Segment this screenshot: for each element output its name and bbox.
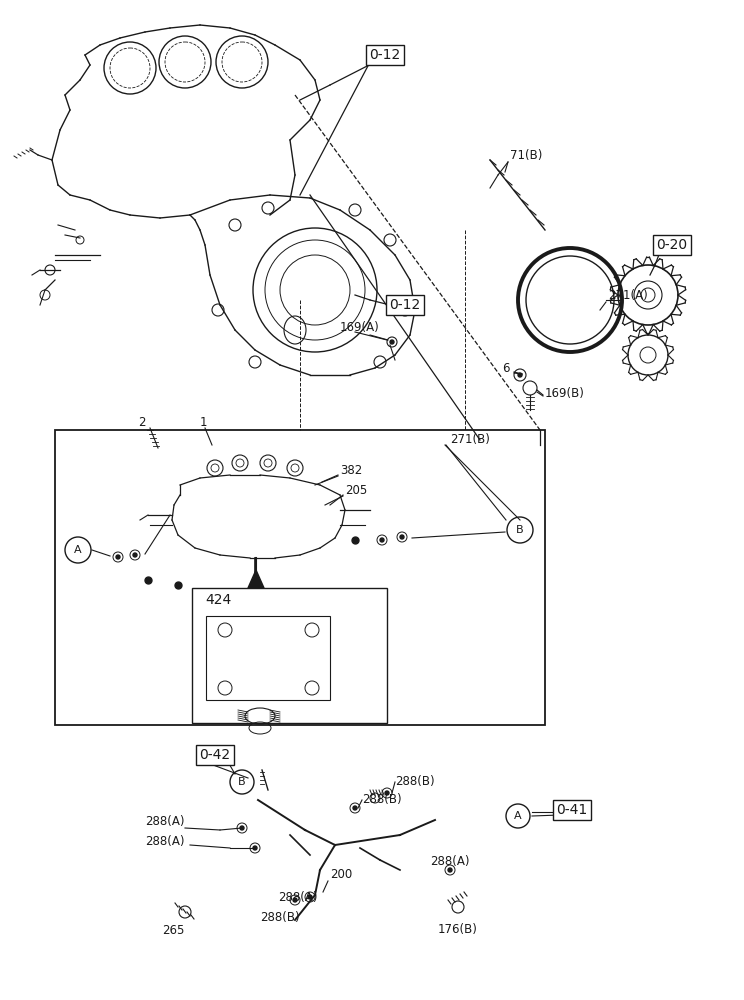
Circle shape	[400, 535, 404, 539]
Text: A: A	[514, 811, 522, 821]
Circle shape	[116, 555, 120, 559]
Text: 288(A): 288(A)	[430, 856, 469, 868]
Text: 271(A): 271(A)	[608, 288, 648, 302]
Text: 0-42: 0-42	[199, 748, 231, 762]
Text: A: A	[74, 545, 82, 555]
Text: 71(B): 71(B)	[510, 148, 542, 161]
Text: 169(B): 169(B)	[545, 386, 585, 399]
FancyBboxPatch shape	[192, 588, 387, 723]
Circle shape	[518, 373, 522, 377]
Text: 0-41: 0-41	[557, 803, 588, 817]
Circle shape	[385, 791, 389, 795]
Circle shape	[133, 553, 137, 557]
Text: 1: 1	[200, 416, 208, 428]
Circle shape	[240, 826, 244, 830]
Text: 205: 205	[345, 484, 368, 496]
Text: 0-12: 0-12	[389, 298, 420, 312]
Polygon shape	[248, 570, 264, 588]
FancyBboxPatch shape	[55, 430, 545, 725]
Text: 288(A): 288(A)	[278, 892, 318, 904]
Text: 288(B): 288(B)	[260, 912, 300, 924]
Circle shape	[380, 538, 384, 542]
Text: B: B	[516, 525, 524, 535]
FancyBboxPatch shape	[206, 616, 330, 700]
Text: 271(B): 271(B)	[450, 434, 490, 446]
Text: 2: 2	[138, 416, 146, 428]
Text: 288(A): 288(A)	[145, 816, 185, 828]
Text: 288(A): 288(A)	[145, 836, 185, 848]
Text: 176(B): 176(B)	[438, 924, 478, 936]
Text: 288(B): 288(B)	[395, 776, 434, 788]
Text: 424: 424	[205, 593, 231, 607]
Text: 6: 6	[502, 361, 510, 374]
Circle shape	[353, 806, 357, 810]
Circle shape	[390, 340, 394, 344]
Text: 0-12: 0-12	[369, 48, 400, 62]
Text: B: B	[238, 777, 246, 787]
Circle shape	[448, 868, 452, 872]
Text: 382: 382	[340, 464, 362, 477]
Text: 200: 200	[330, 868, 352, 882]
Circle shape	[293, 898, 297, 902]
Text: 265: 265	[162, 924, 185, 936]
Text: 288(B): 288(B)	[362, 794, 402, 806]
Text: 169(A): 169(A)	[340, 322, 379, 334]
Circle shape	[308, 895, 312, 899]
Text: 0-20: 0-20	[656, 238, 687, 252]
Circle shape	[253, 846, 257, 850]
